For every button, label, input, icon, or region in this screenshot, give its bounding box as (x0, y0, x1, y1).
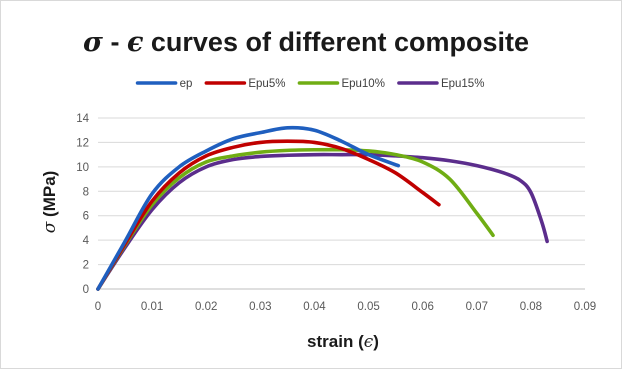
x-tick-label: 0.03 (249, 301, 271, 313)
y-tick-label: 6 (83, 211, 89, 223)
y-tick-label: 14 (76, 113, 89, 125)
legend-item-epu10pct: Epu10% (297, 78, 385, 90)
legend-label: ep (180, 78, 193, 90)
legend-label: Epu5% (248, 78, 285, 90)
x-tick-label: 0.07 (466, 301, 488, 313)
x-axis-ticks: 0 0.01 0.02 0.03 0.04 0.05 0.06 0.07 0.08 0.09 (95, 301, 596, 313)
x-tick-label: 0.09 (574, 301, 596, 313)
legend-label: Epu15% (441, 78, 484, 90)
series-line-epu15pct (96, 152, 549, 291)
legend-item-epu5pct: Epu5% (204, 78, 285, 90)
x-tick-label: 0.01 (141, 301, 163, 313)
series-line-ep (96, 125, 401, 291)
y-tick-label: 4 (83, 235, 90, 247)
series-line-epu10pct (96, 147, 495, 291)
x-tick-label: 0.05 (357, 301, 379, 313)
x-tick-label: 0.04 (303, 301, 326, 313)
legend-label: Epu10% (341, 78, 384, 90)
chart-legend: ep Epu5% Epu10% Epu15% (135, 78, 484, 90)
y-tick-label: 10 (76, 162, 89, 174)
y-tick-label: 2 (83, 260, 89, 272)
x-tick-label: 0.02 (195, 301, 217, 313)
chart-title: σ - ϵ curves of different composite (83, 27, 529, 58)
y-tick-label: 0 (83, 284, 89, 296)
series-line-epu5pct (96, 139, 441, 291)
legend-item-epu15pct: Epu15% (397, 78, 484, 90)
x-axis-title: strain (ϵ) (307, 332, 379, 352)
gridlines (98, 117, 585, 266)
legend-item-ep: ep (135, 78, 193, 90)
y-axis-ticks: 0 2 4 6 8 10 12 14 (76, 113, 89, 296)
y-tick-label: 8 (83, 186, 89, 198)
x-tick-label: 0.08 (520, 301, 542, 313)
data-series (96, 125, 549, 291)
x-tick-label: 0 (95, 301, 101, 313)
x-tick-label: 0.06 (411, 301, 433, 313)
y-tick-label: 12 (76, 137, 89, 149)
y-axis-title: σ (MPa) (40, 171, 60, 234)
